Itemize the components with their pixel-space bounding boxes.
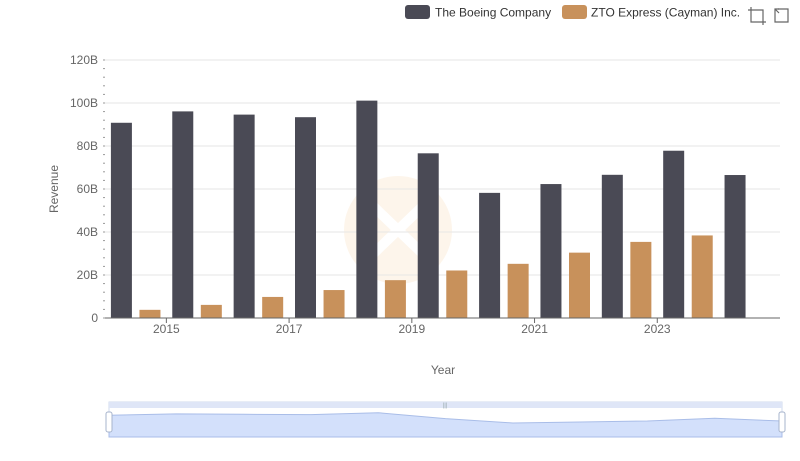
x-tick-label: 2023 xyxy=(644,322,671,336)
legend-label-zto: ZTO Express (Cayman) Inc. xyxy=(591,6,740,20)
slider-handle-right[interactable] xyxy=(778,411,786,433)
legend-item-boeing[interactable]: The Boeing Company xyxy=(405,5,551,20)
y-tick-label: 40B xyxy=(77,225,98,239)
y-tick-label: 120B xyxy=(70,53,98,67)
y-axis-title: Revenue xyxy=(47,165,61,213)
data-zoom-icon[interactable] xyxy=(748,7,766,25)
slider-preview-area xyxy=(108,412,783,438)
x-tick-label: 2021 xyxy=(521,322,548,336)
bar-boeing-2021[interactable] xyxy=(540,184,562,318)
slider-grip-icon: ||| xyxy=(443,403,448,409)
bar-boeing-2015[interactable] xyxy=(172,111,194,318)
legend-label-boeing: The Boeing Company xyxy=(435,6,551,20)
legend-item-zto[interactable]: ZTO Express (Cayman) Inc. xyxy=(562,5,740,20)
bar-boeing-2017[interactable] xyxy=(295,117,316,318)
x-axis-title: Year xyxy=(431,363,455,377)
x-axis: 2015 2017 2019 2021 2023 xyxy=(105,317,780,336)
legend: The Boeing Company ZTO Express (Cayman) … xyxy=(405,5,740,20)
bar-zto-2023[interactable] xyxy=(691,235,713,318)
bar-boeing-2018[interactable] xyxy=(356,100,378,318)
y-tick-label: 60B xyxy=(77,182,98,196)
bar-zto-2020[interactable] xyxy=(507,263,529,318)
bar-zto-2016[interactable] xyxy=(262,296,284,318)
bar-zto-2022[interactable] xyxy=(630,241,652,318)
bar-boeing-2019[interactable] xyxy=(417,153,439,318)
zoom-reset-icon[interactable] xyxy=(774,8,789,23)
slider-handle-left[interactable] xyxy=(105,411,113,433)
bar-zto-2018[interactable] xyxy=(384,280,406,318)
bar-boeing-2014[interactable] xyxy=(110,122,132,318)
bar-zto-2017[interactable] xyxy=(323,290,345,318)
legend-swatch-boeing xyxy=(405,5,430,19)
bar-zto-2014[interactable] xyxy=(139,309,161,318)
bar-boeing-2023[interactable] xyxy=(663,150,685,318)
x-tick-label: 2015 xyxy=(153,322,180,336)
y-tick-label: 100B xyxy=(70,96,98,110)
y-tick-label: 0 xyxy=(91,311,98,325)
bar-boeing-2024[interactable] xyxy=(724,175,746,318)
slider-selected-range xyxy=(109,402,782,408)
bar-zto-2015[interactable] xyxy=(200,304,222,318)
bars xyxy=(110,100,746,318)
y-tick-label: 20B xyxy=(77,268,98,282)
x-tick-label: 2017 xyxy=(276,322,303,336)
bar-zto-2019[interactable] xyxy=(446,270,468,318)
bar-boeing-2016[interactable] xyxy=(233,114,255,318)
bar-boeing-2022[interactable] xyxy=(601,174,623,318)
x-tick-label: 2019 xyxy=(398,322,425,336)
bar-zto-2021[interactable] xyxy=(569,252,590,318)
legend-swatch-zto xyxy=(562,5,587,19)
y-axis: 0 20B 40B 60B 80B 100B 120B xyxy=(70,53,105,325)
bar-boeing-2020[interactable] xyxy=(479,192,501,318)
data-zoom-slider[interactable]: ||| xyxy=(105,401,786,438)
y-tick-label: 80B xyxy=(77,139,98,153)
